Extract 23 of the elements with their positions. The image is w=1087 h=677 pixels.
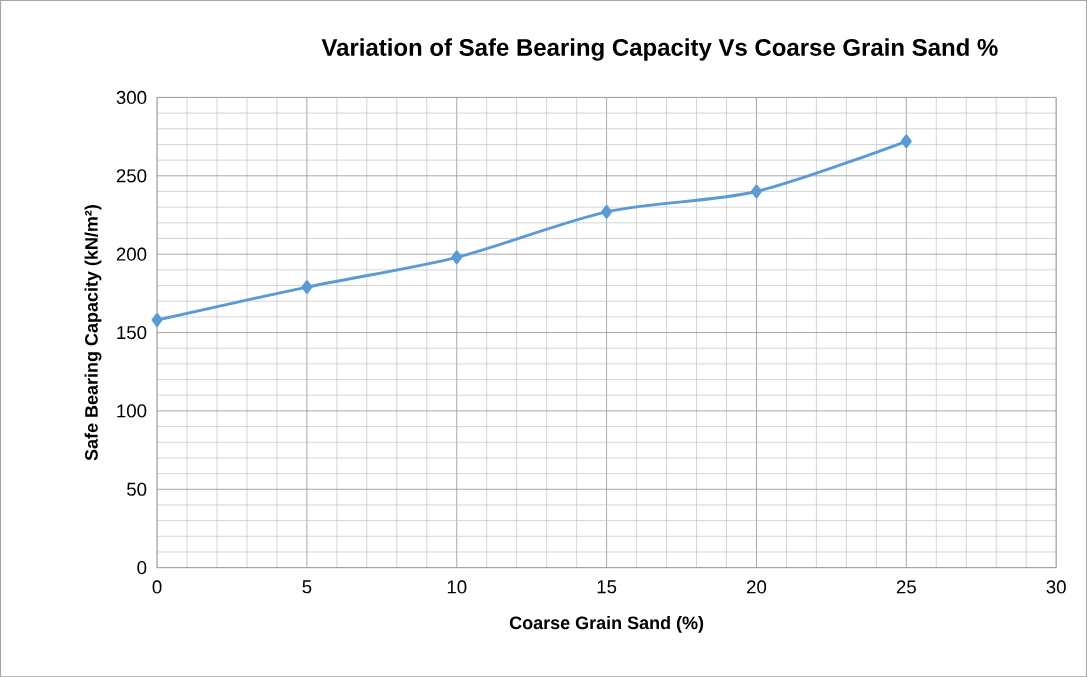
point — [151, 313, 163, 327]
x-axis-title: Coarse Grain Sand (%) — [509, 615, 704, 633]
x-tick-label: 10 — [447, 580, 467, 594]
y-tick-label: 100 — [117, 404, 147, 418]
point — [301, 280, 313, 294]
y-tick-label: 150 — [117, 325, 147, 339]
point — [451, 250, 463, 264]
x-tick-label: 0 — [152, 580, 162, 594]
y-tick-label: 50 — [127, 482, 147, 496]
point — [601, 204, 613, 219]
point — [900, 134, 912, 148]
chart-title: Variation of Safe Bearing Capacity Vs Coarse Grain Sand % — [321, 38, 998, 61]
y-tick-label: 250 — [116, 168, 147, 183]
x-tick-label: 30 — [1046, 580, 1066, 594]
x-tick-label: 25 — [896, 580, 916, 594]
x-tick-label: 5 — [302, 580, 312, 594]
y-tick-label: 300 — [116, 90, 147, 104]
y-tick-label: 0 — [137, 560, 147, 575]
x-tick-label: 20 — [747, 580, 767, 594]
x-tick-label: 15 — [597, 580, 617, 594]
y-axis-title: Safe Bearing Capacity (kN/m²) — [84, 204, 102, 461]
point — [751, 184, 762, 199]
y-tick-label: 200 — [116, 247, 147, 261]
